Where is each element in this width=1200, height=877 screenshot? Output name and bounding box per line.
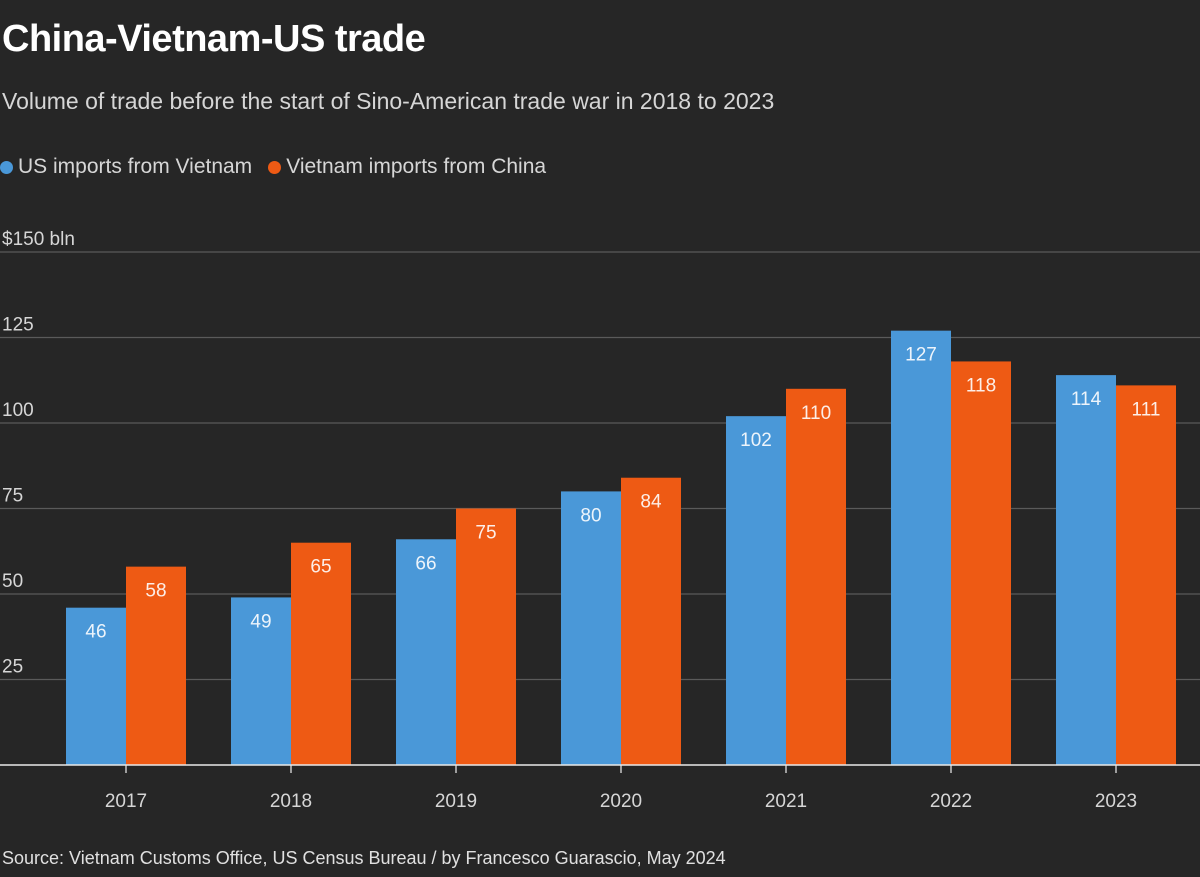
data-label-vietnam-imports-2022: 118	[966, 375, 996, 396]
data-label-us-imports-2021: 102	[740, 430, 772, 451]
data-label-vietnam-imports-2023: 111	[1132, 399, 1161, 420]
data-label-vietnam-imports-2021: 110	[801, 403, 831, 424]
legend-swatch-vietnam-imports	[268, 160, 282, 174]
bar-vietnam-imports-2022	[951, 361, 1011, 765]
data-label-vietnam-imports-2019: 75	[475, 523, 496, 544]
data-label-us-imports-2019: 66	[415, 553, 436, 574]
chart-title: China-Vietnam-US trade	[2, 18, 426, 60]
data-label-vietnam-imports-2017: 58	[145, 581, 166, 602]
x-tick-label-2023: 2023	[1095, 791, 1137, 812]
bar-vietnam-imports-2021	[786, 388, 846, 765]
bar-us-imports-2023	[1056, 375, 1116, 765]
x-tick-label-2022: 2022	[930, 791, 972, 812]
source-note: Source: Vietnam Customs Office, US Censu…	[2, 848, 726, 868]
y-tick-label-150: $150 bln	[2, 229, 75, 250]
bar-vietnam-imports-2019	[456, 508, 516, 765]
bar-vietnam-imports-2020	[621, 477, 681, 765]
y-tick-label-125: 125	[2, 315, 34, 336]
y-tick-label-50: 50	[2, 571, 23, 592]
bar-vietnam-imports-2017	[126, 566, 186, 765]
data-label-us-imports-2018: 49	[250, 611, 271, 632]
bar-us-imports-2022	[891, 330, 951, 765]
bar-us-imports-2019	[396, 539, 456, 765]
data-label-us-imports-2020: 80	[580, 505, 601, 526]
y-tick-label-25: 25	[2, 657, 23, 678]
bar-vietnam-imports-2018	[291, 542, 351, 765]
legend-label-us-imports: US imports from Vietnam	[18, 155, 253, 178]
bar-us-imports-2021	[726, 416, 786, 765]
data-label-vietnam-imports-2018: 65	[310, 557, 331, 578]
bar-vietnam-imports-2023	[1116, 385, 1176, 765]
bar-chart: 25 50 75 100 125 $150 bln 46 58 2017 49 65 2018 66 75…	[0, 229, 1200, 812]
legend-label-vietnam-imports: Vietnam imports from China	[286, 155, 547, 178]
x-tick-label-2019: 2019	[435, 791, 477, 812]
x-tick-label-2017: 2017	[105, 791, 147, 812]
legend: US imports from Vietnam Vietnam imports …	[0, 155, 562, 179]
y-tick-label-75: 75	[2, 486, 23, 507]
x-tick-label-2021: 2021	[765, 791, 807, 812]
bar-us-imports-2020	[561, 491, 621, 765]
x-tick-label-2018: 2018	[270, 791, 312, 812]
legend-item-vietnam-imports: Vietnam imports from China	[268, 155, 546, 179]
data-label-us-imports-2022: 127	[905, 345, 937, 366]
data-label-vietnam-imports-2020: 84	[640, 492, 662, 513]
chart-subtitle: Volume of trade before the start of Sino…	[2, 88, 775, 114]
data-label-us-imports-2017: 46	[85, 622, 106, 643]
x-tick-label-2020: 2020	[600, 791, 642, 812]
legend-item-us-imports: US imports from Vietnam	[0, 155, 252, 179]
legend-swatch-us-imports	[0, 160, 13, 174]
bar-us-imports-2018	[231, 597, 291, 765]
data-label-us-imports-2023: 114	[1071, 389, 1102, 410]
bar-us-imports-2017	[66, 607, 126, 765]
y-tick-label-100: 100	[2, 400, 34, 421]
